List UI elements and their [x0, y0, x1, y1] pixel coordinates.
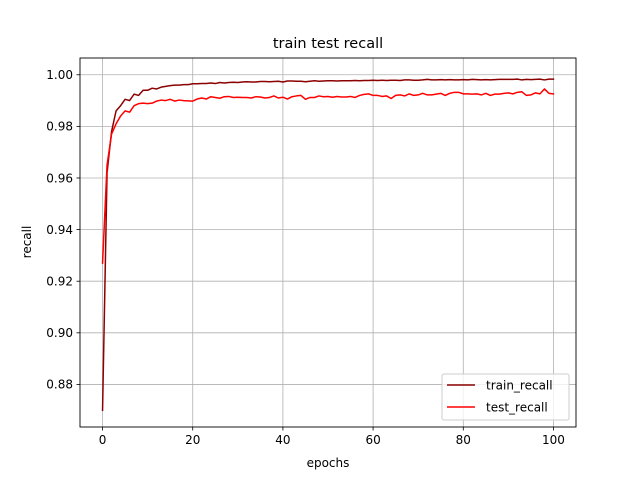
- grid: [80, 58, 576, 427]
- plot-frame: [79, 57, 577, 428]
- axis-ticks: 0 20 40 60 80 100 0.88 0.90 0.92 0.94 0.96 0.98 1.00: [46, 68, 565, 447]
- y-tick-label: 0.90: [46, 326, 73, 340]
- x-tick-label: 20: [185, 433, 200, 447]
- plot-area: [80, 58, 576, 427]
- y-tick-label: 0.98: [46, 120, 73, 134]
- series-line-test-recall: [101, 88, 555, 264]
- x-tick-label: 40: [275, 433, 290, 447]
- y-tick-label: 0.94: [46, 223, 73, 237]
- x-tick-label: 100: [542, 433, 565, 447]
- x-axis-label: epochs: [307, 456, 350, 470]
- series-line-train-recall: [101, 78, 555, 411]
- y-tick-label: 0.88: [46, 378, 73, 392]
- y-tick-label: 1.00: [46, 68, 73, 82]
- y-tick-label: 0.92: [46, 275, 73, 289]
- legend: train_recall test_recall: [441, 373, 570, 421]
- y-tick-label: 0.96: [46, 171, 73, 185]
- x-tick-label: 60: [365, 433, 380, 447]
- series-lines: [101, 78, 555, 411]
- x-tick-label: 80: [456, 433, 471, 447]
- chart-title: train test recall: [273, 36, 383, 52]
- y-axis-label: recall: [20, 226, 34, 259]
- x-tick-label: 0: [99, 433, 107, 447]
- legend-label-test-recall: test_recall: [486, 401, 548, 415]
- legend-label-train-recall: train_recall: [486, 379, 553, 393]
